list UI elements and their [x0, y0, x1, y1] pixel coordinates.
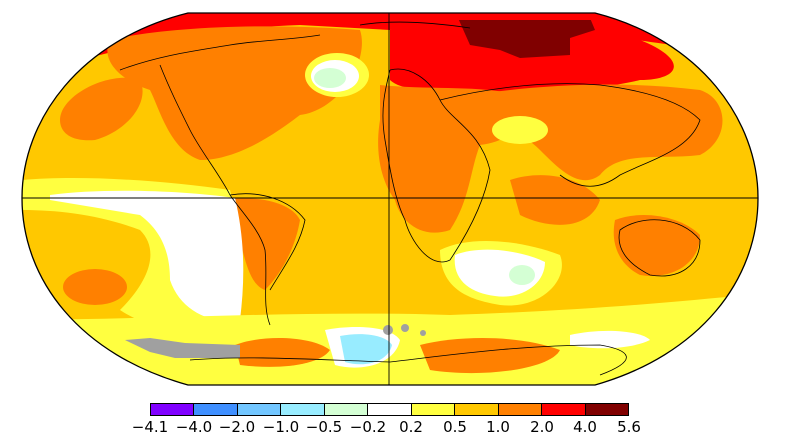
colorbar-tick: 0.5	[443, 418, 467, 436]
colorbar-segment	[585, 404, 628, 415]
colorbar-tick: −4.0	[175, 418, 213, 436]
colorbar-tick: 0.2	[399, 418, 423, 436]
colorbar-segment	[237, 404, 282, 415]
colorbar-tick: −2.0	[218, 418, 256, 436]
colorbar-tick: 1.0	[486, 418, 510, 436]
colorbar-tick: −1.0	[262, 418, 300, 436]
temperature-anomaly-map	[21, 12, 759, 386]
colorbar-segment	[194, 404, 238, 415]
colorbar-segment	[368, 404, 412, 415]
colorbar-tick-labels: −4.1 −4.0 −2.0 −1.0 −0.5 −0.2 0.2 0.5 1.…	[0, 418, 793, 438]
colorbar-tick: 5.6	[617, 418, 641, 436]
colorbar-segment	[411, 404, 456, 415]
colorbar-segment	[151, 404, 195, 415]
colorbar-tick: −0.2	[349, 418, 387, 436]
colorbar-segment	[498, 404, 543, 415]
map-border	[21, 12, 759, 386]
colorbar-segment	[455, 404, 499, 415]
colorbar-tick: 2.0	[530, 418, 554, 436]
colorbar-segment	[542, 404, 586, 415]
colorbar	[150, 403, 629, 416]
coastlines	[119, 21, 701, 376]
colorbar-tick: −0.5	[305, 418, 343, 436]
colorbar-segment	[324, 404, 369, 415]
colorbar-segment	[281, 404, 325, 415]
anomaly-field	[22, 13, 758, 385]
colorbar-tick: 4.0	[573, 418, 597, 436]
colorbar-tick: −4.1	[131, 418, 169, 436]
